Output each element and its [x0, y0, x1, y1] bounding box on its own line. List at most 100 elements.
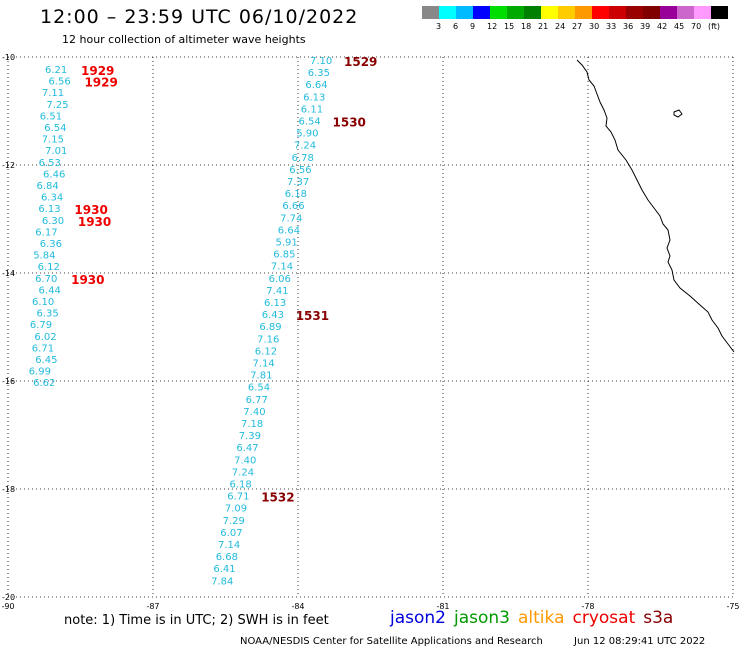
wave-height-value: 6.18 — [230, 480, 252, 491]
colorbar-swatch — [558, 6, 575, 19]
wave-height-value: 7.25 — [46, 100, 68, 111]
wave-height-value: 6.46 — [43, 169, 65, 180]
colorbar-label: 70 — [691, 22, 702, 31]
lat-tick-label: -16 — [2, 377, 15, 386]
wave-height-value: 7.10 — [310, 56, 332, 67]
wave-height-value: 6.71 — [227, 492, 249, 503]
pass-time-label: 1930 — [78, 215, 111, 229]
wave-height-value: 6.77 — [246, 395, 268, 406]
pass-time-label: 1532 — [261, 491, 294, 505]
wave-height-value: 7.24 — [232, 467, 254, 478]
colorbar-label: 3 — [436, 22, 442, 31]
wave-height-value: 7.09 — [225, 504, 247, 515]
lat-tick-label: -10 — [2, 53, 15, 62]
wave-height-value: 7.18 — [241, 419, 263, 430]
wave-height-value: 6.18 — [285, 189, 307, 200]
lon-tick-label: -75 — [726, 602, 739, 611]
colorbar-label: 30 — [589, 22, 600, 31]
lat-tick-label: -12 — [2, 161, 15, 170]
wave-height-value: 6.10 — [32, 297, 54, 308]
wave-height-value: 6.54 — [299, 117, 321, 128]
satellite-legend-s3a: s3a — [643, 608, 674, 628]
colorbar-label: 27 — [572, 22, 583, 31]
wave-height-observations: 7.106.356.646.136.116.545.907.246.786.56… — [29, 55, 378, 587]
colorbar-swatch — [490, 6, 507, 19]
wave-height-value: 7.81 — [250, 371, 272, 382]
wave-height-value: 6.51 — [40, 111, 62, 122]
wave-height-value: 6.53 — [39, 158, 61, 169]
wave-height-value: 7.01 — [45, 146, 67, 157]
colorbar-label: 15 — [504, 22, 515, 31]
colorbar-label: 33 — [606, 22, 617, 31]
wave-height-value: 6.78 — [292, 153, 314, 164]
colorbar-swatch — [660, 6, 677, 19]
wave-height-value: 5.84 — [33, 251, 55, 262]
colorbar-swatch — [694, 6, 711, 19]
satellite-legend-jason3: jason3 — [454, 608, 510, 628]
wave-height-value: 7.41 — [266, 286, 288, 297]
wave-height-value: 6.85 — [273, 250, 295, 261]
pass-time-label: 1929 — [81, 64, 114, 78]
wave-height-value: 6.41 — [213, 564, 235, 575]
axis-tick-labels: -90 -87 -84 -81 -78 -75 -10 -12 -14 -16 -18 -20 — [1, 53, 739, 611]
wave-height-value: 6.13 — [303, 92, 325, 103]
colorbar-swatch — [609, 6, 626, 19]
wave-height-value: 6.11 — [301, 104, 323, 115]
lon-tick-label: -87 — [146, 602, 159, 611]
lon-tick-label: -90 — [1, 602, 14, 611]
map-title: 12:00 – 23:59 UTC 06/10/2022 — [40, 6, 359, 28]
wave-height-value: 7.14 — [253, 359, 275, 370]
lat-lon-grid — [7, 56, 734, 598]
colorbar-label: 21 — [538, 22, 549, 31]
colorbar-swatch — [592, 6, 609, 19]
colorbar-swatch — [626, 6, 643, 19]
colorbar-swatch — [507, 6, 524, 19]
colorbar-swatch — [439, 6, 456, 19]
wave-height-value: 6.30 — [42, 216, 64, 227]
wave-height-value: 7.39 — [239, 431, 261, 442]
satellite-legend-jason2: jason2 — [390, 608, 446, 628]
pass-time-label: 1529 — [344, 55, 377, 69]
map-subtitle: 12 hour collection of altimeter wave hei… — [62, 33, 306, 46]
colorbar-label: 12 — [487, 22, 498, 31]
wave-height-value: 6.47 — [236, 443, 258, 454]
colorbar-swatch — [524, 6, 541, 19]
wave-height-value: 6.02 — [34, 332, 56, 343]
wave-height-value: 6.56 — [289, 165, 311, 176]
wave-height-value: 7.16 — [257, 334, 279, 345]
wave-height-value: 7.14 — [271, 262, 293, 273]
wave-height-value: 6.84 — [37, 181, 59, 192]
wave-height-value: 5.91 — [276, 238, 298, 249]
lon-tick-label: -84 — [291, 602, 304, 611]
wave-height-value: 6.06 — [269, 274, 291, 285]
wave-height-value: 6.35 — [36, 309, 58, 320]
wave-height-value: 6.71 — [32, 343, 54, 354]
colorbar-labels: 3 6 9 12 15 18 21 24 27 30 33 36 39 42 45 70 (ft) — [422, 22, 740, 34]
colorbar-label: 42 — [657, 22, 668, 31]
wave-height-value: 6.54 — [44, 123, 66, 134]
satellite-legend-cryosat: cryosat — [572, 608, 636, 628]
colorbar-label: 36 — [623, 22, 634, 31]
lon-tick-label: -81 — [436, 602, 449, 611]
wave-height-value: 6.70 — [35, 274, 57, 285]
pass-time-label: 1929 — [84, 76, 117, 90]
wave-height-value: 7.37 — [287, 177, 309, 188]
wave-height-value: 7.74 — [280, 213, 302, 224]
lat-tick-label: -14 — [2, 269, 15, 278]
footer-credit: NOAA/NESDIS Center for Satellite Applica… — [240, 636, 543, 647]
colorbar-label: 18 — [521, 22, 532, 31]
satellite-legend-altika: altika — [518, 608, 565, 628]
wave-height-value: 6.17 — [35, 227, 57, 238]
wave-height-value: 6.64 — [305, 80, 327, 91]
lon-tick-label: -78 — [581, 602, 594, 611]
wave-height-value: 6.21 — [45, 65, 67, 76]
colorbar-label: 45 — [674, 22, 685, 31]
wave-height-value: 7.40 — [243, 407, 265, 418]
lat-tick-label: -20 — [2, 593, 15, 602]
colorbar-label: (ft) — [708, 22, 721, 31]
map-note: note: 1) Time is in UTC; 2) SWH is in fe… — [64, 613, 329, 628]
colorbar-label: 39 — [640, 22, 651, 31]
colorbar-swatch — [711, 6, 728, 19]
wave-height-value: 6.64 — [278, 225, 300, 236]
